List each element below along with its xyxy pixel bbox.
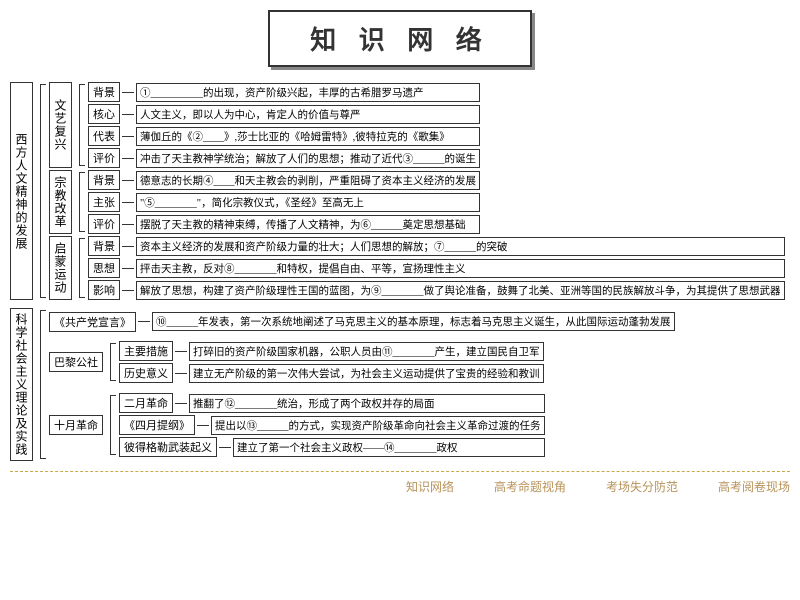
label: 主张 [88,192,120,212]
connector-line [122,158,134,159]
item-row: 彼得格勒武装起义建立了第一个社会主义政权——⑭________政权 [119,437,545,457]
content: 德意志的长期④____和天主教会的剥削，严重阻碍了资本主义经济的发展 [136,171,480,190]
item-row: 背景德意志的长期④____和天主教会的剥削，严重阻碍了资本主义经济的发展 [88,170,480,190]
connector-line [122,136,134,137]
content: 冲击了天主教神学统治；解放了人们的思想；推动了近代③______的诞生 [136,149,480,168]
section-western-humanism: 西方人文精神的发展 文艺复兴 背景 ①__________的出现，资产阶级兴起，丰… [10,82,790,300]
item-row: 代表薄伽丘的《②____》,莎士比亚的《哈姆雷特》,彼特拉克的《歌集》 [88,126,480,146]
branch-manifesto: 《共产党宣言》 ⑩______年发表，第一次系统地阐述了马克思主义的基本原理，标… [49,312,675,332]
page-title: 知 识 网 络 [268,10,532,67]
brace [75,170,85,234]
label: 《四月提纲》 [119,415,195,435]
item-row: 影响解放了思想，构建了资产阶级理性王国的蓝图，为⑨________做了舆论准备，… [88,280,785,300]
connector-line [122,246,134,247]
content: 人文主义，即以人为中心，肯定人的价值与尊严 [136,105,480,124]
branch-reformation: 宗教改革 背景德意志的长期④____和天主教会的剥削，严重阻碍了资本主义经济的发… [49,170,785,234]
brace [36,82,46,300]
connector-line [175,351,187,352]
label: 代表 [88,126,120,146]
footer-link-scene[interactable]: 高考阅卷现场 [718,478,790,495]
connector-line [197,425,209,426]
branch-paris-commune: 巴黎公社 主要措施打碎旧的资产阶级国家机器，公职人员由⑪________产生，建… [49,341,675,383]
content: 建立无产阶级的第一次伟大尝试，为社会主义运动提供了宝贵的经验和教训 [189,364,544,383]
connector-line [175,373,187,374]
content: 资本主义经济的发展和资产阶级力量的壮大；人们思想的解放；⑦______的突破 [136,237,785,256]
connector-line [122,224,134,225]
content: 抨击天主教，反对⑧________和特权，提倡自由、平等，宣扬理性主义 [136,259,785,278]
item-row: 主张 "⑤________"，简化宗教仪式，《圣经》至高无上 [88,192,480,212]
label: 背景 [88,236,120,256]
brace [36,308,46,461]
branch-renaissance: 文艺复兴 背景①__________的出现，资产阶级兴起，丰厚的古希腊罗马遗产 … [49,82,785,168]
content: 建立了第一个社会主义政权——⑭________政权 [233,438,545,457]
label: 思想 [88,258,120,278]
branch3-name: 启蒙运动 [49,236,72,300]
connector-line [122,202,134,203]
content: ⑩______年发表，第一次系统地阐述了马克思主义的基本原理，标志着马克思主义诞… [152,312,675,331]
branch-name: 十月革命 [49,415,103,435]
content: 推翻了⑫________统治，形成了两个政权并存的局面 [189,394,545,413]
footer-link-prevention[interactable]: 考场失分防范 [606,478,678,495]
content: 提出以⑬______的方式，实现资产阶级革命向社会主义革命过渡的任务 [211,416,545,435]
item-row: 背景 ①__________的出现，资产阶级兴起，丰厚的古希腊罗马遗产 [88,82,480,102]
connector-line [122,268,134,269]
label: 评价 [88,148,120,168]
section2-root: 科学社会主义理论及实践 [10,308,33,461]
connector-line [138,321,150,322]
branch-october-revolution: 十月革命 二月革命推翻了⑫________统治，形成了两个政权并存的局面 《四月… [49,393,675,457]
item-row: 思想抨击天主教，反对⑧________和特权，提倡自由、平等，宣扬理性主义 [88,258,785,278]
section1-root: 西方人文精神的发展 [10,82,33,300]
item-row: 二月革命推翻了⑫________统治，形成了两个政权并存的局面 [119,393,545,413]
label: 背景 [88,170,120,190]
content: ①__________的出现，资产阶级兴起，丰厚的古希腊罗马遗产 [136,83,480,102]
branch-enlightenment: 启蒙运动 背景资本主义经济的发展和资产阶级力量的壮大；人们思想的解放；⑦____… [49,236,785,300]
label: 主要措施 [119,341,173,361]
label: 核心 [88,104,120,124]
content: 打碎旧的资产阶级国家机器，公职人员由⑪________产生，建立国民自卫军 [189,342,544,361]
connector-line [175,403,187,404]
connector-line [122,92,134,93]
footer-nav: 知识网络 高考命题视角 考场失分防范 高考阅卷现场 [10,471,790,495]
label: 评价 [88,214,120,234]
item-row: 主要措施打碎旧的资产阶级国家机器，公职人员由⑪________产生，建立国民自卫… [119,341,544,361]
content: 摆脱了天主教的精神束缚，传播了人文精神，为⑥______奠定思想基础 [136,215,480,234]
branch1-name: 文艺复兴 [49,82,72,168]
connector-line [219,447,231,448]
item-row: 评价冲击了天主教神学统治；解放了人们的思想；推动了近代③______的诞生 [88,148,480,168]
brace [75,236,85,300]
footer-link-network[interactable]: 知识网络 [406,478,454,495]
brace [106,393,116,457]
label: 彼得格勒武装起义 [119,437,217,457]
label: 背景 [88,82,120,102]
content: 薄伽丘的《②____》,莎士比亚的《哈姆雷特》,彼特拉克的《歌集》 [136,127,480,146]
branch2-name: 宗教改革 [49,170,72,234]
item-row: 《四月提纲》提出以⑬______的方式，实现资产阶级革命向社会主义革命过渡的任务 [119,415,545,435]
label: 二月革命 [119,393,173,413]
brace [75,82,85,168]
branch-name: 巴黎公社 [49,352,103,372]
label: 影响 [88,280,120,300]
footer-link-perspective[interactable]: 高考命题视角 [494,478,566,495]
brace [106,341,116,383]
content: "⑤________"，简化宗教仪式，《圣经》至高无上 [136,193,480,212]
content: 解放了思想，构建了资产阶级理性王国的蓝图，为⑨________做了舆论准备，鼓舞… [136,281,785,300]
item-row: 历史意义建立无产阶级的第一次伟大尝试，为社会主义运动提供了宝贵的经验和教训 [119,363,544,383]
label: 历史意义 [119,363,173,383]
label: 《共产党宣言》 [49,312,136,332]
connector-line [122,114,134,115]
item-row: 评价摆脱了天主教的精神束缚，传播了人文精神，为⑥______奠定思想基础 [88,214,480,234]
section-scientific-socialism: 科学社会主义理论及实践 《共产党宣言》 ⑩______年发表，第一次系统地阐述了… [10,308,790,461]
item-row: 核心人文主义，即以人为中心，肯定人的价值与尊严 [88,104,480,124]
connector-line [122,290,134,291]
connector-line [122,180,134,181]
item-row: 背景资本主义经济的发展和资产阶级力量的壮大；人们思想的解放；⑦______的突破 [88,236,785,256]
